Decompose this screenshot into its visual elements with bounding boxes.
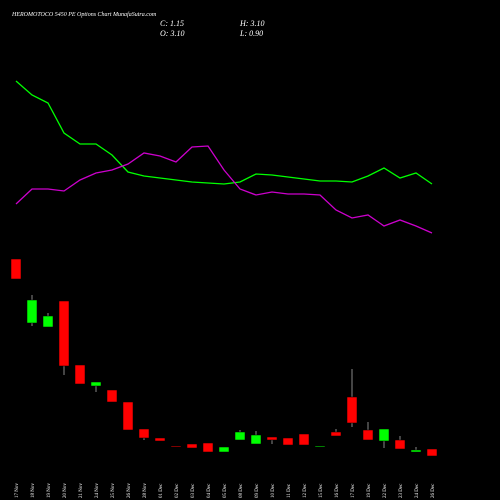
x-tick-label: 17 Dec: [351, 483, 356, 498]
x-tick-label: 19 Dec: [367, 483, 372, 498]
candle-body: [154, 437, 166, 442]
candle-body: [10, 258, 22, 280]
x-tick-label: 12 Dec: [303, 483, 308, 498]
chart-title: HEROMOTOCO 5450 PE Options Chart MunafaS…: [11, 11, 157, 18]
x-tick-label: 17 Nov: [15, 483, 20, 498]
candle-body: [74, 364, 86, 385]
x-tick-label: 15 Dec: [319, 483, 324, 498]
x-tick-label: 01 Dec: [159, 483, 164, 498]
candle-body: [250, 434, 262, 445]
x-tick-label: 05 Dec: [223, 483, 228, 498]
candle-body: [394, 439, 406, 450]
candle-body: [138, 428, 150, 439]
x-tick-label: 09 Dec: [255, 483, 260, 498]
candle-body: [314, 445, 326, 448]
x-tick-label: 24 Dec: [415, 483, 420, 498]
candle-body: [410, 449, 422, 453]
candle-body: [26, 299, 38, 324]
candle-body: [122, 401, 134, 431]
x-tick-label: 22 Dec: [383, 483, 388, 498]
candle-body: [106, 389, 118, 403]
candle-body: [426, 448, 438, 457]
x-tick-label: 28 Nov: [143, 483, 148, 498]
x-tick-label: 19 Nov: [47, 483, 52, 498]
x-tick-label: 21 Nov: [79, 483, 84, 498]
x-tick-label: 08 Dec: [239, 483, 244, 498]
candle-body: [330, 431, 342, 437]
x-tick-label: 26 Nov: [127, 483, 132, 498]
candle-body: [378, 428, 390, 442]
x-tick-label: 10 Dec: [271, 483, 276, 498]
x-tick-label: 11 Dec: [287, 483, 292, 498]
info-close: C: 1.15: [160, 19, 184, 28]
info-high: H: 3.10: [239, 19, 264, 28]
candle-body: [170, 445, 182, 448]
indicator-line: [15, 80, 433, 185]
info-low: L: 0.90: [239, 29, 263, 38]
x-tick-label: 18 Nov: [31, 483, 36, 498]
x-tick-label: 23 Dec: [399, 483, 404, 498]
x-tick-label: 20 Nov: [63, 483, 68, 498]
candle-body: [42, 315, 54, 328]
indicator-line: [15, 145, 433, 234]
x-tick-label: 16 Dec: [335, 483, 340, 498]
candle-body: [266, 436, 278, 441]
candle-body: [362, 429, 374, 441]
candle-body: [90, 381, 102, 387]
candle-body: [186, 443, 198, 449]
x-tick-label: 02 Dec: [175, 483, 180, 498]
candle-body: [202, 442, 214, 453]
candle-body: [346, 396, 358, 424]
x-tick-label: 04 Dec: [207, 483, 212, 498]
x-tick-label: 03 Dec: [191, 483, 196, 498]
candle-body: [282, 437, 294, 446]
x-tick-label: 26 Dec: [431, 483, 436, 498]
info-open: O: 3.10: [160, 29, 184, 38]
x-tick-label: 25 Nov: [111, 483, 116, 498]
candle-body: [298, 433, 310, 446]
candle-body: [58, 300, 70, 367]
candle-body: [234, 431, 246, 441]
candle-body: [218, 446, 230, 453]
x-tick-label: 24 Nov: [95, 483, 100, 498]
